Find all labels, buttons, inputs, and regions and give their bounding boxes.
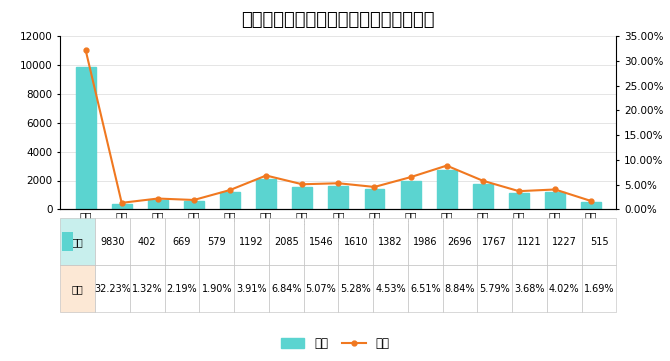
Bar: [256, 179, 276, 209]
Bar: [581, 202, 601, 209]
Bar: [545, 192, 565, 209]
Bar: [328, 186, 348, 209]
Bar: [76, 68, 96, 209]
Title: 三季度甘肃省各市州处置投诉计数占比图: 三季度甘肃省各市州处置投诉计数占比图: [242, 11, 435, 29]
Bar: [184, 201, 204, 209]
Bar: [112, 204, 131, 209]
Bar: [148, 200, 168, 209]
Bar: [437, 170, 457, 209]
Bar: [509, 193, 529, 209]
Bar: [401, 181, 421, 209]
Bar: [292, 187, 312, 209]
Bar: [473, 184, 492, 209]
Bar: [220, 192, 240, 209]
Bar: [364, 190, 385, 209]
Legend: 数量, 占比: 数量, 占比: [276, 332, 394, 355]
Bar: [62, 232, 72, 251]
